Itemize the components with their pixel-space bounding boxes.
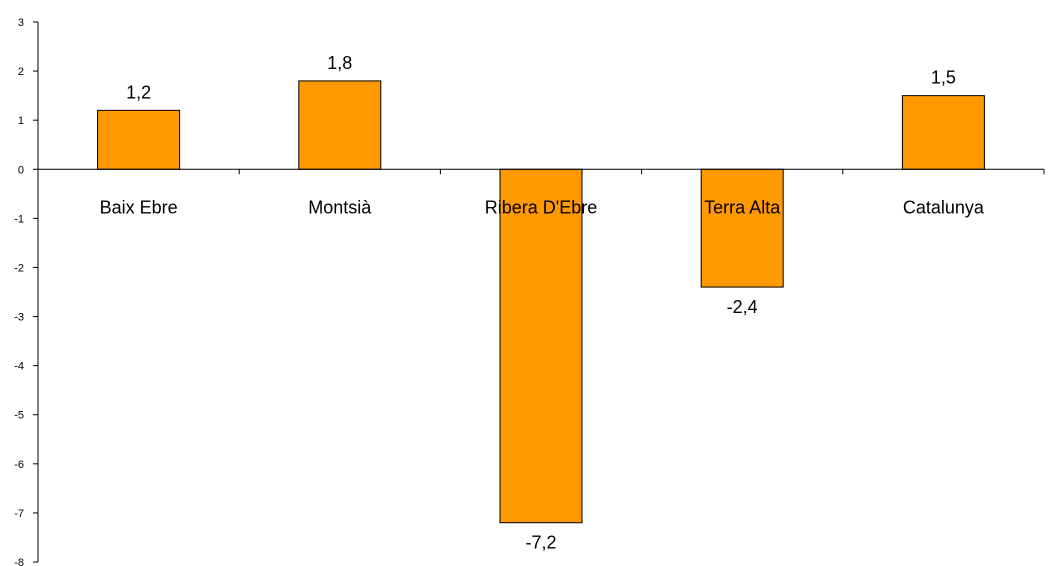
- category-label: Terra Alta: [704, 197, 781, 217]
- category-label: Baix Ebre: [100, 197, 178, 217]
- y-axis: 3 2 1 0 -1 -2 -3 -4 -5 -6 -7 -8: [14, 17, 39, 566]
- data-label: -7,2: [525, 533, 556, 553]
- data-label: 1,8: [327, 53, 352, 73]
- category-label: Ribera D'Ebre: [485, 197, 597, 217]
- bars: [97, 80, 985, 524]
- y-tick-label: -8: [14, 557, 24, 566]
- bar: [700, 168, 784, 288]
- y-tick-label: -6: [14, 459, 24, 471]
- y-tick-label: -7: [14, 508, 24, 520]
- y-tick-label: -5: [14, 410, 24, 422]
- y-tick-label: -2: [14, 262, 24, 274]
- category-labels: Baix Ebre Montsià Ribera D'Ebre Terra Alta C…: [100, 197, 985, 217]
- bar: [97, 109, 181, 170]
- bar: [901, 95, 985, 170]
- data-label: -2,4: [727, 297, 758, 317]
- category-label: Catalunya: [903, 197, 985, 217]
- y-tick-label: 3: [18, 17, 24, 29]
- value-labels: 1,2 1,8 -7,2 -2,4 1,5: [126, 53, 956, 553]
- bar: [298, 80, 382, 170]
- y-tick-label: -3: [14, 312, 24, 324]
- bar: [499, 168, 583, 524]
- y-tick-label: -1: [14, 213, 24, 225]
- x-axis: [37, 168, 1045, 175]
- category-label: Montsià: [308, 197, 372, 217]
- y-tick-label: 1: [18, 115, 24, 127]
- data-label: 1,2: [126, 82, 151, 102]
- data-label: 1,5: [931, 68, 956, 88]
- y-tick-label: 0: [18, 164, 24, 176]
- y-tick-label: -4: [14, 361, 24, 373]
- y-tick-label: 2: [18, 66, 24, 78]
